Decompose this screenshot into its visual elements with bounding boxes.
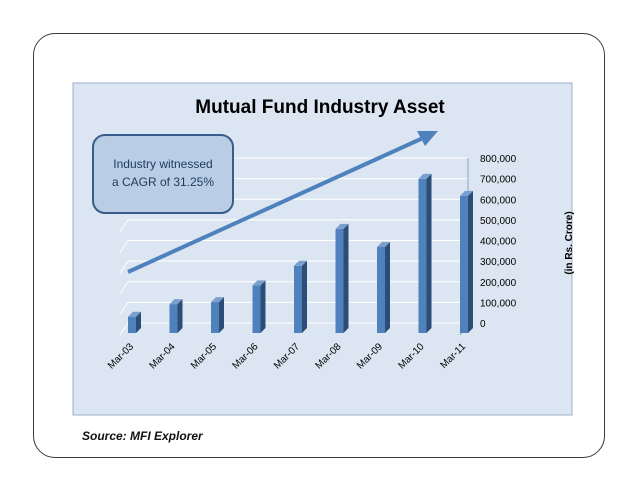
y-tick-label: 600,000 [480, 195, 517, 206]
y-tick-label: 200,000 [480, 278, 517, 289]
trend-arrow-line [127, 136, 424, 274]
bar-top [252, 280, 266, 286]
bar-top [294, 260, 307, 266]
gridline-depth [119, 219, 129, 233]
y-axis-tick-labels: 0 100,000 200,000 300,000 400,000 500,000 600,… [480, 154, 517, 330]
y-tick-label: 500,000 [480, 216, 517, 227]
bar-top [211, 297, 224, 303]
bar-top [128, 311, 141, 317]
y-tick-label: 0 [480, 319, 486, 330]
gridline-depth [119, 260, 129, 274]
bar [294, 265, 302, 333]
bar-top [335, 223, 349, 229]
y-tick-label: 800,000 [480, 154, 517, 165]
bar-top [377, 241, 390, 247]
bars [128, 173, 473, 333]
bar [128, 316, 136, 333]
bar-side [177, 299, 183, 333]
gridline-depth [119, 281, 129, 295]
callout-line-1: Industry witnessed [113, 157, 212, 171]
bar-top [418, 173, 432, 179]
bar [211, 302, 219, 333]
bar [460, 195, 468, 333]
bar-side [426, 173, 432, 333]
y-tick-label: 100,000 [480, 298, 517, 309]
gridline-depth [119, 240, 129, 253]
y-tick-label: 300,000 [480, 257, 517, 268]
callout-box [92, 134, 234, 214]
bar [418, 178, 427, 333]
bar [335, 228, 344, 333]
bar-side [219, 297, 224, 333]
callout-line-2: a CAGR of 31.25% [112, 175, 214, 189]
bar [377, 246, 385, 333]
bar-side [136, 311, 141, 333]
bar [252, 285, 261, 333]
gridline-depth [119, 322, 129, 336]
bar-side [343, 223, 349, 333]
bar [169, 304, 178, 333]
bar-top [460, 190, 473, 196]
y-axis-label: (in Rs. Crore) [564, 211, 575, 274]
chart-title: Mutual Fund Industry Asset [195, 97, 445, 118]
bar-side [385, 241, 390, 333]
bar-side [468, 190, 473, 333]
source-note: Source: MFI Explorer [82, 429, 203, 443]
bar-top [169, 299, 183, 305]
trend-arrow-head [417, 131, 438, 146]
bar-side [260, 280, 266, 333]
y-tick-label: 700,000 [480, 175, 517, 186]
y-tick-label: 400,000 [480, 237, 517, 248]
gridline-depth [119, 302, 129, 315]
trend-arrow [127, 131, 438, 274]
bar-side [302, 260, 307, 333]
